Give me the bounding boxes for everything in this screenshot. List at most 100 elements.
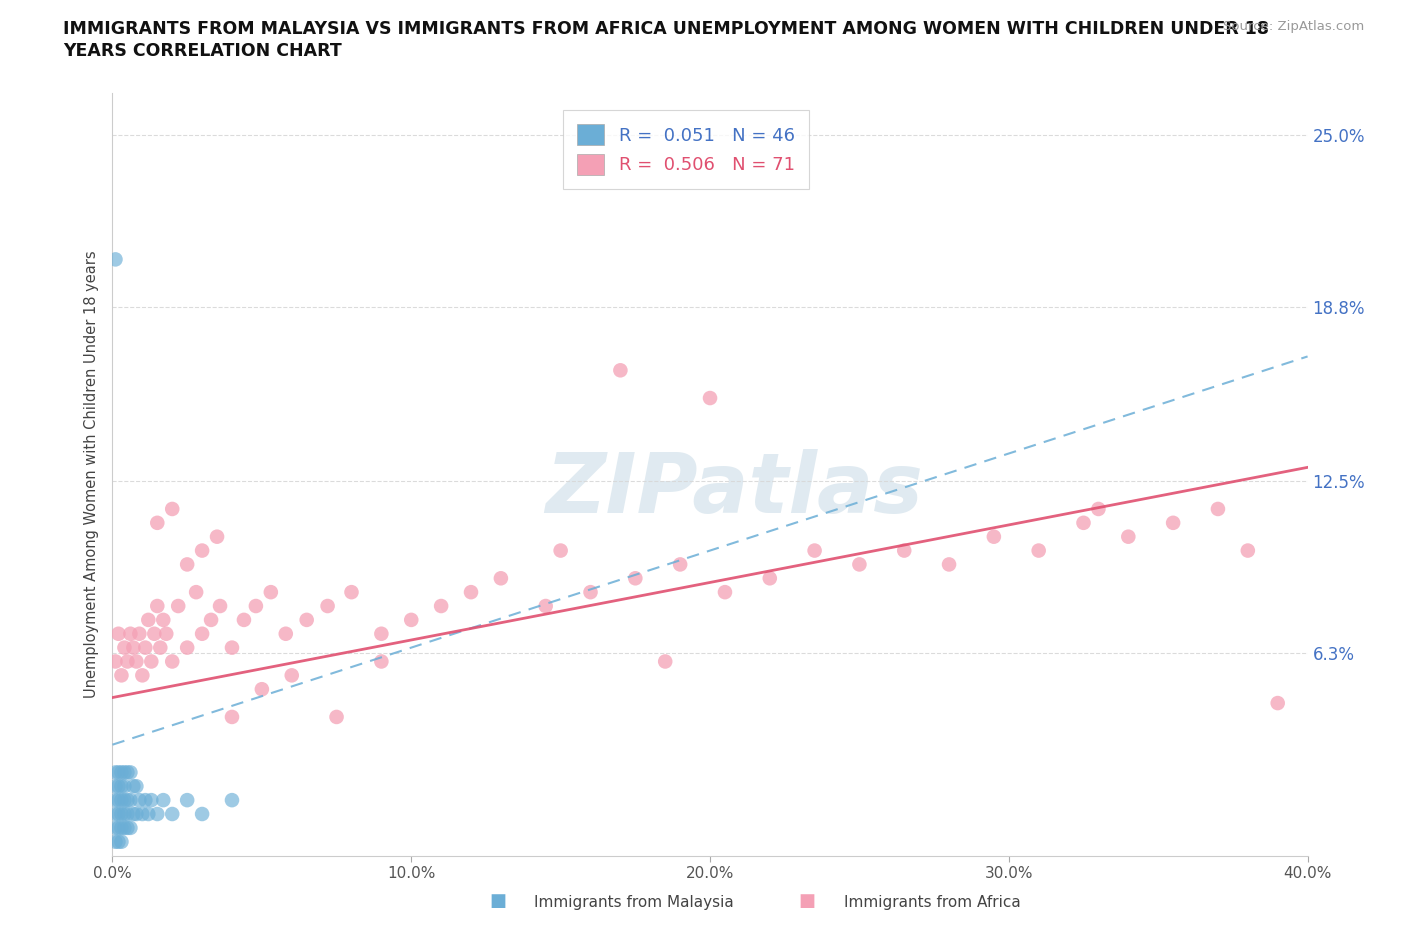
Point <box>579 585 602 600</box>
Point <box>114 820 135 835</box>
Point <box>1237 543 1260 558</box>
Point <box>146 806 169 821</box>
Point <box>200 613 222 628</box>
Point <box>759 571 782 586</box>
Point <box>1267 696 1289 711</box>
Point <box>534 599 557 614</box>
Point <box>848 557 870 572</box>
Point <box>117 806 139 821</box>
Point <box>117 820 139 835</box>
Point <box>143 626 166 641</box>
Point <box>120 792 142 807</box>
Point <box>107 834 129 849</box>
Point <box>134 792 156 807</box>
Point <box>125 806 148 821</box>
Point <box>149 640 172 655</box>
Point <box>340 585 363 600</box>
Point <box>938 557 960 572</box>
Point <box>152 792 174 807</box>
Point <box>120 626 142 641</box>
Point <box>205 529 228 544</box>
Point <box>125 778 148 793</box>
Point <box>125 654 148 669</box>
Point <box>138 806 160 821</box>
Point <box>110 834 132 849</box>
Point <box>146 599 169 614</box>
Point <box>117 765 139 780</box>
Point <box>295 613 318 628</box>
Point <box>120 820 142 835</box>
Point <box>146 515 169 530</box>
Point <box>152 613 174 628</box>
Point <box>714 585 737 600</box>
Point <box>245 599 267 614</box>
Text: ■: ■ <box>489 892 506 910</box>
Point <box>983 529 1005 544</box>
Point <box>669 557 692 572</box>
Point <box>128 626 150 641</box>
Point <box>162 806 183 821</box>
Point <box>141 654 163 669</box>
Point <box>104 654 127 669</box>
Point <box>107 820 129 835</box>
Legend: R =  0.051   N = 46, R =  0.506   N = 71: R = 0.051 N = 46, R = 0.506 N = 71 <box>562 110 810 190</box>
Point <box>654 654 676 669</box>
Point <box>110 765 132 780</box>
Point <box>186 585 208 600</box>
Point <box>430 599 453 614</box>
Text: Source: ZipAtlas.com: Source: ZipAtlas.com <box>1223 20 1364 33</box>
Point <box>110 820 132 835</box>
Point <box>221 792 243 807</box>
Point <box>117 654 139 669</box>
Point <box>104 806 127 821</box>
Point <box>221 640 243 655</box>
Point <box>176 557 198 572</box>
Point <box>260 585 283 600</box>
Point <box>114 792 135 807</box>
Point <box>176 792 198 807</box>
Point <box>104 820 127 835</box>
Point <box>110 668 132 683</box>
Point <box>209 599 232 614</box>
Point <box>162 501 183 516</box>
Point <box>191 543 214 558</box>
Point <box>107 765 129 780</box>
Text: YEARS CORRELATION CHART: YEARS CORRELATION CHART <box>63 42 342 60</box>
Point <box>316 599 339 614</box>
Point <box>131 806 153 821</box>
Point <box>1206 501 1229 516</box>
Point <box>104 834 127 849</box>
Point <box>191 626 214 641</box>
Text: ■: ■ <box>799 892 815 910</box>
Point <box>460 585 482 600</box>
Point <box>489 571 512 586</box>
Point <box>281 668 304 683</box>
Point <box>107 626 129 641</box>
Point <box>803 543 825 558</box>
Point <box>162 654 183 669</box>
Point <box>107 792 129 807</box>
Point <box>401 613 423 628</box>
Point <box>114 765 135 780</box>
Point <box>134 640 156 655</box>
Point <box>107 778 129 793</box>
Point <box>274 626 297 641</box>
Point <box>128 792 150 807</box>
Point <box>550 543 572 558</box>
Point <box>176 640 198 655</box>
Point <box>1028 543 1050 558</box>
Point <box>110 806 132 821</box>
Point <box>104 792 127 807</box>
Point <box>114 806 135 821</box>
Point <box>1118 529 1140 544</box>
Text: Immigrants from Africa: Immigrants from Africa <box>844 895 1021 910</box>
Point <box>104 252 127 267</box>
Point <box>131 668 153 683</box>
Point <box>167 599 190 614</box>
Point <box>624 571 647 586</box>
Point <box>114 778 135 793</box>
Point <box>122 778 145 793</box>
Point <box>141 792 163 807</box>
Point <box>609 363 631 378</box>
Y-axis label: Unemployment Among Women with Children Under 18 years: Unemployment Among Women with Children U… <box>84 250 100 698</box>
